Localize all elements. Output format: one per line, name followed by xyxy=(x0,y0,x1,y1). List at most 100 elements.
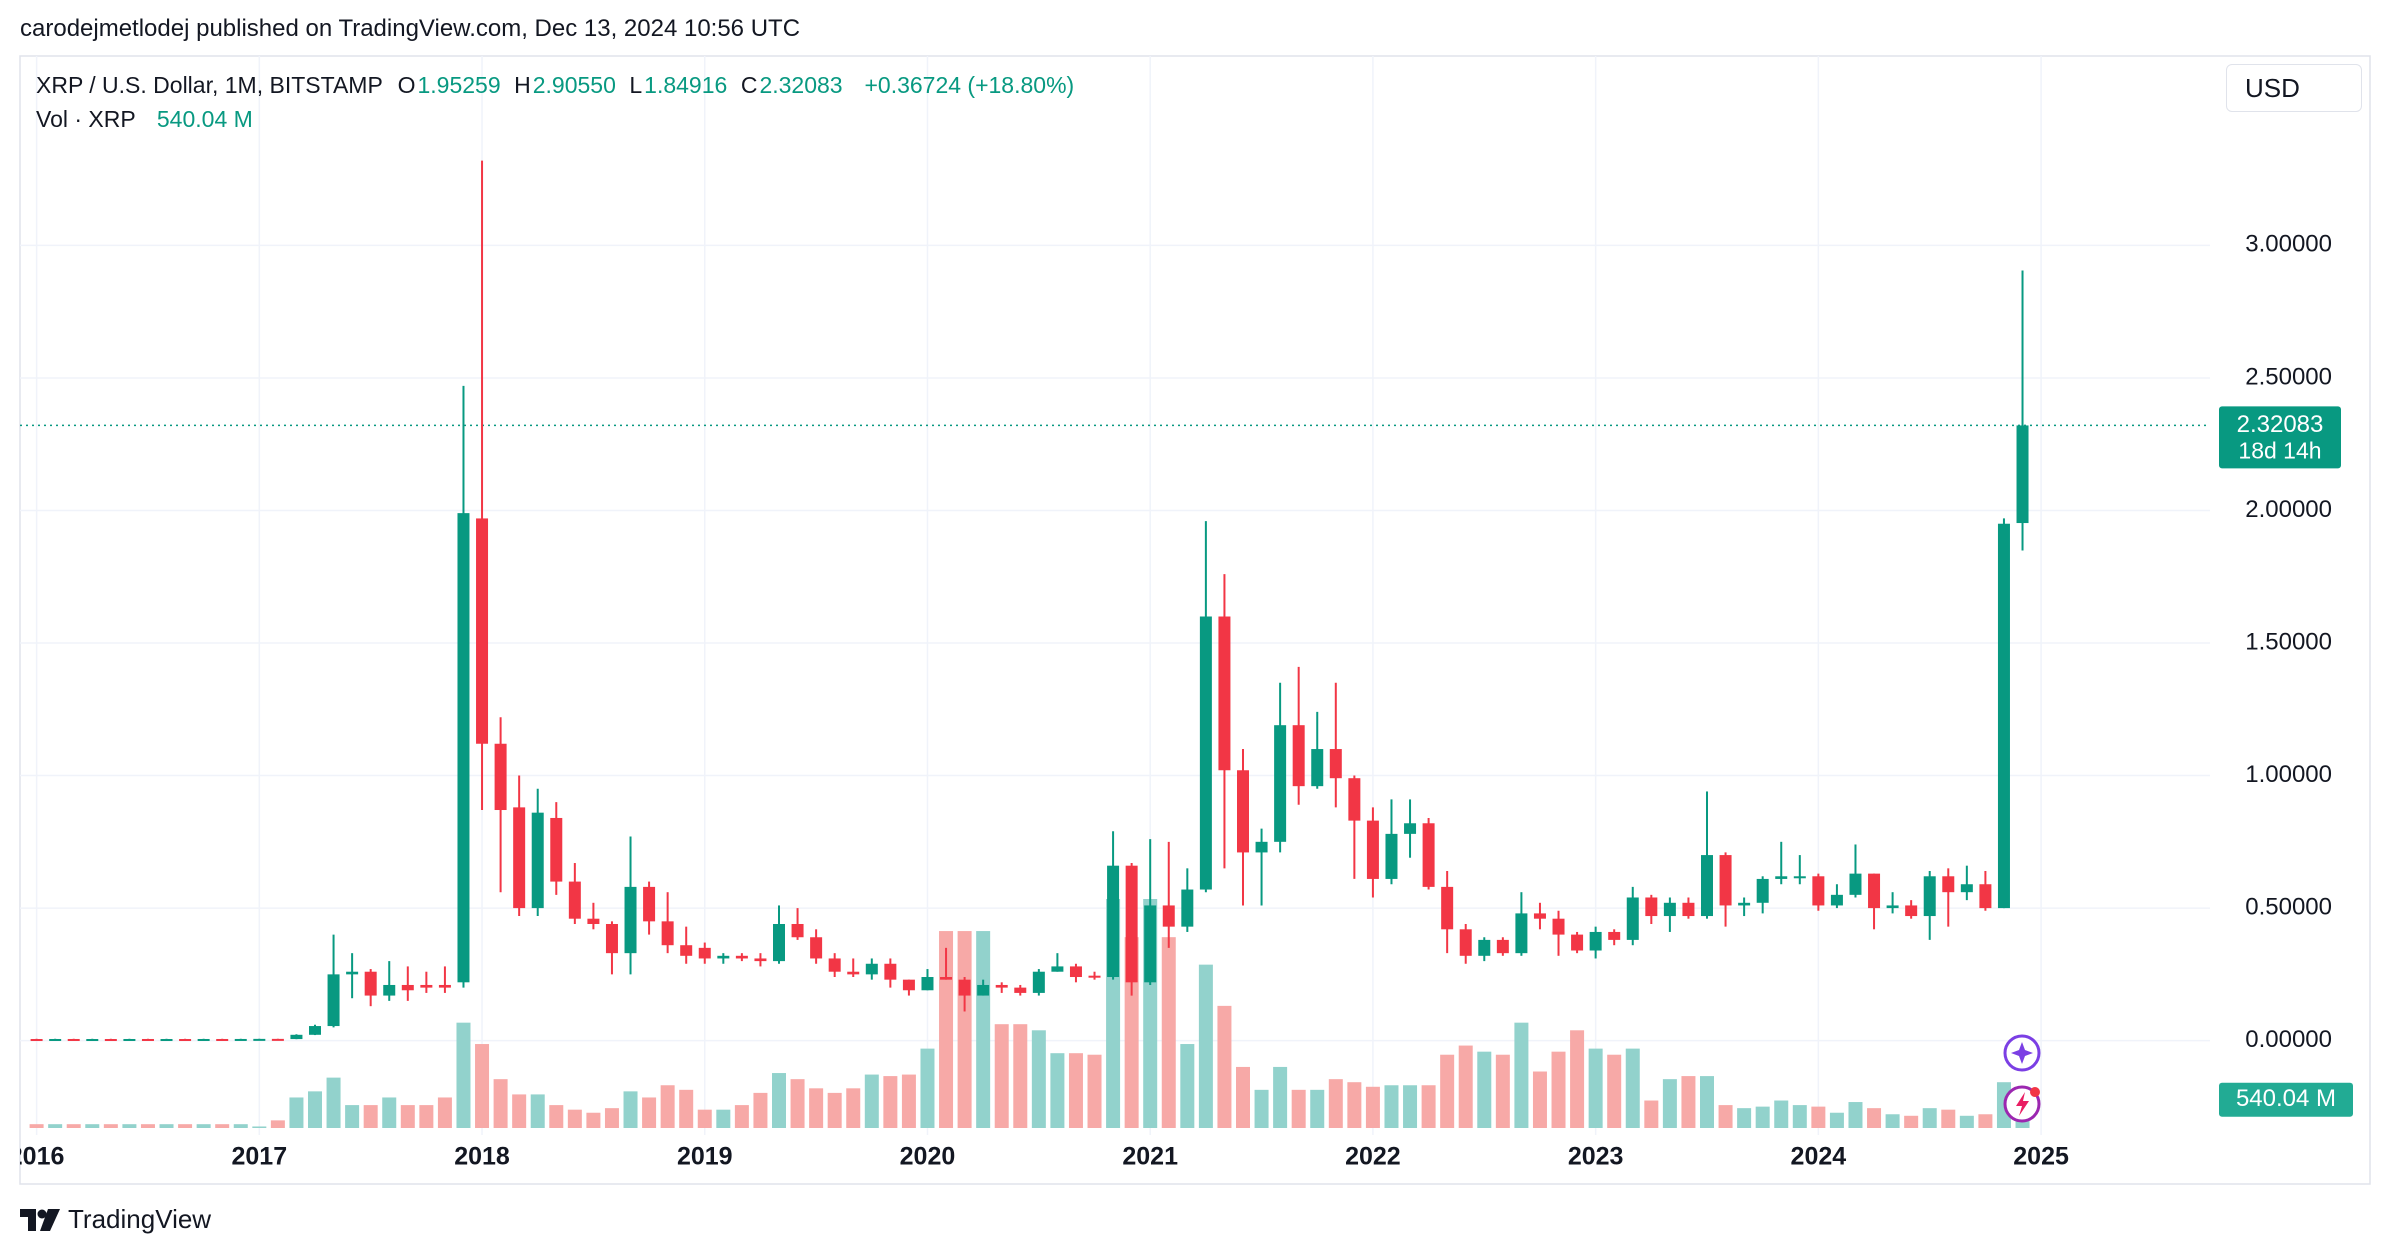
volume-bar xyxy=(1737,1108,1752,1128)
toolbar-icons[interactable] xyxy=(2003,1034,2041,1123)
candle-body xyxy=(810,937,823,959)
volume-legend: Vol · XRP 540.04 M xyxy=(36,106,255,133)
candle-body xyxy=(531,812,544,909)
ohlc-value: 2.32083 xyxy=(759,72,843,98)
ohlc-key: L xyxy=(629,72,643,98)
volume-bar xyxy=(790,1079,805,1128)
candle-body xyxy=(216,1038,229,1041)
candle-body xyxy=(1181,889,1194,927)
candle-body xyxy=(309,1026,321,1035)
currency-button[interactable]: USD xyxy=(2226,64,2362,112)
volume-bar xyxy=(29,1124,44,1128)
candle-body xyxy=(2016,425,2029,524)
candle-body xyxy=(1997,523,2010,909)
candle-body xyxy=(1422,823,1435,887)
volume-bar xyxy=(1384,1085,1399,1128)
volume-bar xyxy=(1198,964,1213,1128)
volume-bar xyxy=(1978,1114,1993,1128)
candle-body xyxy=(1738,902,1751,906)
volume-bar xyxy=(1681,1076,1696,1128)
grid xyxy=(20,56,2210,1135)
volume-bar xyxy=(270,1120,285,1128)
brand[interactable]: TradingView xyxy=(20,1204,211,1235)
candle-body xyxy=(1775,876,1788,879)
volume-bar xyxy=(1254,1089,1269,1128)
candle-body xyxy=(1830,894,1843,906)
candle-body xyxy=(1663,902,1676,917)
volume-bar xyxy=(1532,1071,1547,1128)
candle-body xyxy=(1626,897,1639,940)
volume-bar xyxy=(1625,1048,1640,1128)
brand-logo xyxy=(20,1208,60,1231)
candle-body xyxy=(1645,897,1658,917)
candle-body xyxy=(1199,616,1212,890)
volume-bar xyxy=(1031,1030,1046,1128)
candle-body xyxy=(197,1038,210,1041)
candle-body xyxy=(1385,833,1398,879)
volume-bar xyxy=(363,1105,378,1128)
candle-body xyxy=(1793,876,1806,879)
candle-body xyxy=(1756,878,1769,903)
candle-body xyxy=(1274,725,1287,842)
axes: 0.00000 0.50000 1.00000 1.50000 2.00000 2.500… xyxy=(20,231,2332,1171)
candle-body xyxy=(995,984,1008,988)
volume-bar xyxy=(530,1094,545,1128)
candle-body xyxy=(1218,616,1231,771)
candle-body xyxy=(1051,966,1064,972)
volume-bar xyxy=(567,1109,582,1128)
volume-bar xyxy=(1700,1076,1714,1128)
volume-bar xyxy=(1087,1054,1102,1128)
candle-body xyxy=(1404,823,1417,834)
x-tick-label: 2017 xyxy=(232,1143,288,1171)
x-tick-label: 2018 xyxy=(454,1143,510,1171)
volume-bar xyxy=(1718,1105,1733,1128)
candle-body xyxy=(1571,934,1584,951)
volume-bar xyxy=(252,1126,267,1128)
candle-body xyxy=(1255,841,1268,853)
volume-bar xyxy=(66,1124,81,1128)
volume-bar xyxy=(1904,1115,1919,1128)
volume-bar xyxy=(1124,937,1139,1128)
volume-bar xyxy=(1161,937,1176,1128)
candle-body xyxy=(1107,865,1120,978)
candle-body xyxy=(1069,966,1082,978)
volume-bar xyxy=(122,1124,137,1128)
price-pane xyxy=(30,160,2029,1042)
candle-body xyxy=(865,963,878,975)
volume-bar xyxy=(1588,1048,1603,1128)
volume-bar xyxy=(604,1108,619,1128)
volume-bar xyxy=(289,1097,304,1128)
candle-body xyxy=(1441,886,1454,930)
volume-bar xyxy=(400,1105,415,1128)
change: +0.36724 (+18.80%) xyxy=(864,72,1075,98)
volume-bar xyxy=(178,1124,193,1128)
candle-body xyxy=(401,984,414,991)
volume-bar xyxy=(1310,1089,1325,1128)
volume-bar xyxy=(883,1076,898,1128)
x-tick-label: 2024 xyxy=(1791,1143,1847,1171)
volume-bar xyxy=(772,1073,786,1128)
candle-body xyxy=(1719,855,1732,906)
candle-body xyxy=(1311,749,1324,787)
candle-body xyxy=(1812,876,1825,906)
volume-bar xyxy=(456,1022,471,1128)
author-line: carodejmetlodej published on TradingView… xyxy=(20,15,801,42)
last-price-label: 2.32083 xyxy=(2237,411,2324,438)
volume-bar xyxy=(233,1124,248,1128)
candle-body xyxy=(141,1038,154,1041)
ohlc-key: C xyxy=(740,72,758,98)
volume-bar xyxy=(1755,1106,1770,1128)
candle-body xyxy=(1960,884,1973,893)
candle-body xyxy=(1868,873,1881,909)
volume-bar xyxy=(1941,1109,1956,1128)
volume-bar xyxy=(1959,1115,1974,1128)
bolt xyxy=(2016,1092,2029,1116)
volume-bar xyxy=(623,1091,638,1128)
candle-body xyxy=(364,971,377,996)
candle-body xyxy=(327,974,340,1027)
volume-last-box xyxy=(2219,1082,2353,1117)
candle-body xyxy=(1237,770,1249,853)
candle-body xyxy=(234,1038,247,1041)
volume-bar xyxy=(679,1089,694,1128)
